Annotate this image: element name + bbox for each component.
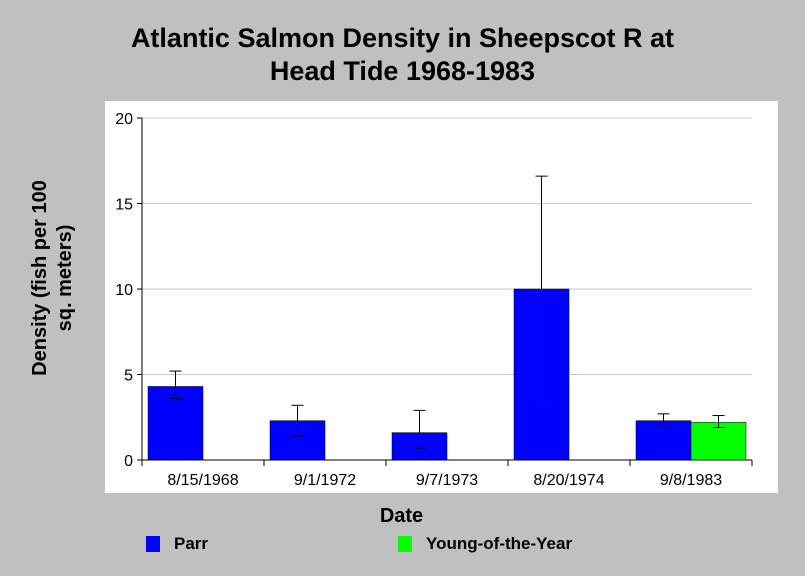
- legend-swatch-young-of-the-year: [398, 536, 412, 552]
- legend-label-parr: Parr: [174, 534, 209, 553]
- bar-parr: [635, 420, 692, 461]
- x-tick-label: 9/8/1983: [660, 472, 722, 489]
- legend-item-young-of-the-year: Young-of-the-Year: [398, 534, 572, 554]
- y-tick-label: 20: [115, 111, 133, 128]
- y-tick-label: 5: [124, 368, 133, 385]
- x-tick-label: 8/15/1968: [167, 472, 238, 489]
- legend-label-young-of-the-year: Young-of-the-Year: [426, 534, 573, 553]
- y-axis-label-line-2: sq. meters): [54, 224, 76, 332]
- x-tick-label: 9/1/1972: [294, 472, 356, 489]
- legend-swatch-parr: [146, 536, 160, 552]
- chart-title-line-1: Atlantic Salmon Density in Sheepscot R a…: [130, 23, 675, 53]
- x-axis-label: Date: [379, 505, 424, 527]
- chart-title-line-2: Head Tide 1968-1983: [269, 56, 536, 86]
- chart-title: Atlantic Salmon Density in Sheepscot R a…: [0, 22, 805, 88]
- y-axis-label-line-1: Density (fish per 100: [29, 180, 51, 376]
- y-axis-label: Density (fish per 100 sq. meters): [28, 128, 88, 428]
- y-tick-label: 10: [115, 282, 133, 299]
- y-tick-label: 0: [124, 453, 133, 470]
- bar-young-of-the-year: [690, 422, 747, 461]
- x-tick-label: 9/7/1973: [416, 472, 478, 489]
- x-tick-label: 8/20/1974: [533, 472, 604, 489]
- legend-item-parr: Parr: [146, 534, 208, 554]
- y-tick-label: 15: [115, 197, 133, 214]
